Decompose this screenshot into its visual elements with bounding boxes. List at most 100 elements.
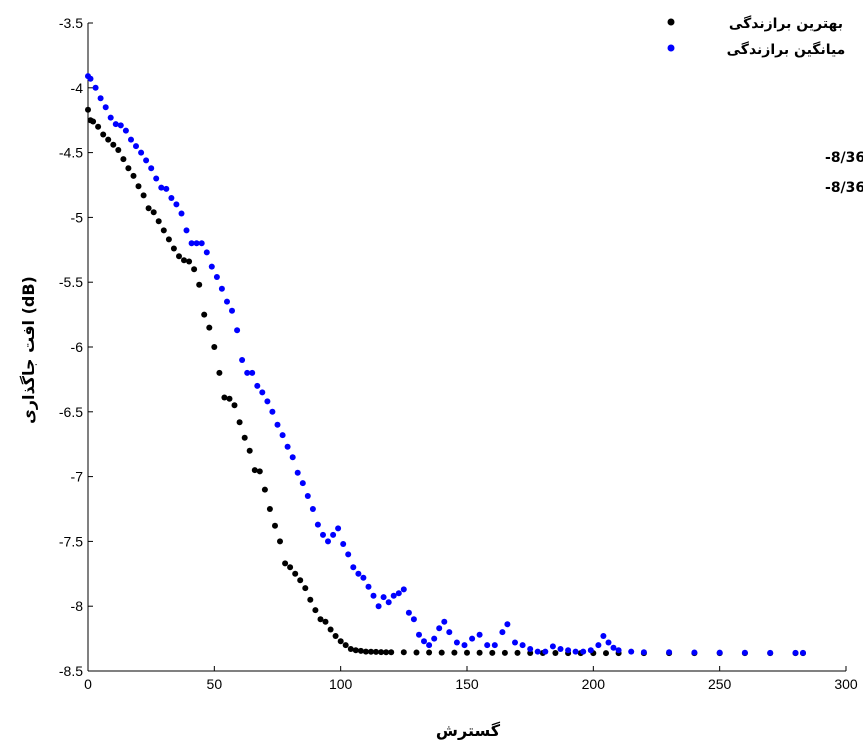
- data-point: [112, 121, 119, 128]
- data-point: [332, 633, 339, 639]
- data-point: [534, 648, 541, 655]
- data-point: [110, 141, 117, 148]
- data-point: [453, 639, 460, 646]
- legend-marker-mean: [667, 44, 675, 52]
- data-point: [330, 531, 337, 538]
- data-point: [388, 649, 395, 656]
- data-point: [125, 165, 132, 172]
- data-point: [603, 650, 609, 657]
- data-point: [269, 408, 276, 415]
- data-point: [191, 266, 198, 273]
- data-point: [297, 577, 304, 584]
- data-point: [261, 486, 268, 493]
- annotation-mean-fitness: مقدار میانگین برازندگی:8/36193-: [825, 179, 863, 196]
- data-point: [410, 616, 417, 623]
- plot-area: -3.5 -4 -4.5 -5 -5.5 -6 -6.5 -7 -7.5 -8 -8.5 0 50 10…: [59, 15, 858, 692]
- annotation-best-fitness: مقدار بهترین برازندگی:8/36195-: [825, 149, 863, 166]
- data-point: [322, 618, 329, 625]
- data-point: [476, 631, 483, 638]
- y-tick-label: -6: [71, 339, 84, 355]
- data-point: [193, 240, 200, 247]
- data-point: [120, 156, 127, 163]
- data-point: [610, 644, 617, 651]
- legend-label-mean: میانگین برازندگی: [727, 41, 846, 58]
- data-point: [226, 395, 233, 402]
- data-point: [491, 642, 498, 649]
- data-point: [234, 327, 241, 334]
- data-point: [87, 75, 94, 82]
- data-point: [216, 369, 223, 376]
- data-point: [355, 570, 362, 577]
- data-point: [345, 551, 352, 558]
- data-point: [514, 649, 521, 656]
- data-point: [304, 493, 311, 499]
- data-point: [287, 564, 294, 571]
- y-tick-label: -6.5: [59, 404, 83, 420]
- data-point: [565, 647, 572, 654]
- y-tick-label: -5.5: [59, 274, 83, 290]
- data-point: [360, 574, 367, 581]
- data-point: [254, 382, 261, 389]
- data-point: [160, 227, 167, 234]
- data-point: [196, 281, 203, 288]
- data-point: [436, 625, 443, 632]
- x-tick-label: 250: [708, 676, 732, 692]
- data-point: [218, 285, 225, 292]
- data-point: [188, 240, 195, 247]
- data-point: [294, 469, 301, 476]
- data-point: [340, 541, 347, 547]
- data-point: [117, 122, 124, 129]
- data-point: [368, 648, 374, 655]
- data-point: [580, 648, 587, 655]
- data-point: [373, 648, 379, 655]
- data-point: [92, 84, 99, 91]
- data-point: [512, 639, 518, 646]
- y-tick-label: -4.5: [59, 145, 83, 161]
- data-point: [239, 357, 246, 363]
- data-point: [163, 185, 170, 192]
- data-point: [249, 369, 256, 376]
- data-point: [431, 635, 438, 642]
- data-point: [208, 263, 215, 270]
- data-point: [115, 147, 122, 153]
- data-point: [767, 649, 774, 656]
- data-point: [289, 454, 296, 461]
- data-point: [327, 626, 334, 633]
- data-point: [385, 599, 392, 606]
- data-point: [375, 603, 382, 610]
- data-point: [135, 183, 142, 190]
- data-point: [337, 638, 344, 645]
- data-point: [145, 205, 152, 212]
- data-point: [206, 324, 213, 331]
- data-point: [138, 149, 145, 156]
- data-point: [615, 647, 622, 654]
- y-tick-label: -3.5: [59, 15, 83, 31]
- data-point: [302, 585, 309, 592]
- data-point: [241, 434, 248, 441]
- data-point: [542, 648, 549, 655]
- data-point: [400, 586, 407, 593]
- legend-marker-best: [667, 18, 675, 26]
- x-tick-label: 100: [329, 676, 353, 692]
- y-axis-title: افت جاگذاری (dB): [19, 276, 38, 424]
- series-best-fitness: [85, 106, 806, 657]
- data-point: [173, 201, 180, 208]
- y-tick-label: -7: [71, 469, 84, 485]
- data-point: [421, 638, 427, 645]
- data-point: [446, 629, 453, 636]
- data-point: [552, 650, 559, 656]
- data-point: [489, 649, 496, 656]
- data-point: [499, 629, 506, 636]
- data-point: [504, 621, 511, 628]
- data-point: [307, 596, 314, 603]
- data-point: [181, 257, 187, 264]
- data-point: [203, 249, 210, 256]
- x-axis-title: گسترش: [436, 721, 501, 740]
- data-point: [370, 592, 377, 599]
- data-point: [155, 218, 162, 225]
- data-point: [557, 646, 564, 652]
- data-point: [716, 649, 723, 656]
- data-point: [229, 307, 235, 314]
- data-point: [413, 649, 420, 656]
- data-point: [221, 394, 228, 401]
